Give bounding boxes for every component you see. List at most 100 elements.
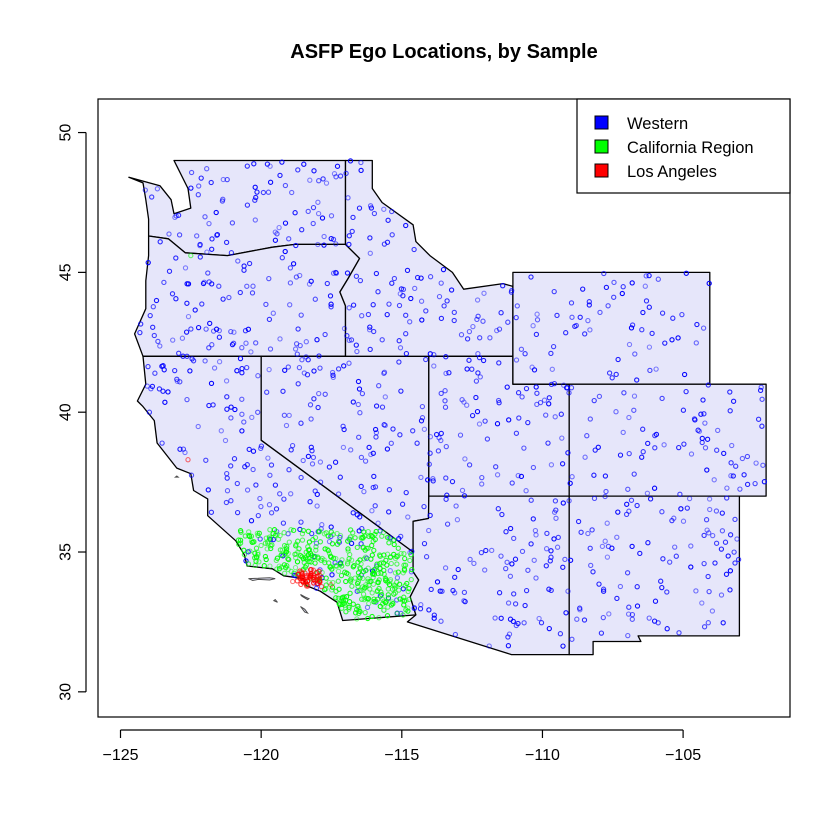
- data-point-california-region: [349, 583, 355, 589]
- data-point-california-region: [371, 547, 377, 554]
- data-point-western: [487, 335, 493, 341]
- data-point-western: [246, 260, 253, 267]
- data-point-western: [322, 331, 328, 338]
- data-point-western: [224, 406, 230, 412]
- data-point-western: [714, 447, 720, 453]
- data-point-western: [712, 560, 718, 566]
- data-point-western: [484, 436, 491, 442]
- data-point-western: [172, 367, 178, 374]
- data-point-california-region: [387, 554, 394, 561]
- data-point-western: [335, 366, 342, 372]
- data-point-western: [480, 357, 487, 364]
- data-point-western: [255, 373, 261, 379]
- data-point-los-angeles: [308, 571, 314, 577]
- data-point-western: [504, 384, 510, 390]
- data-point-california-region: [277, 532, 283, 539]
- data-point-california-region: [286, 539, 292, 545]
- data-point-western: [226, 294, 232, 301]
- data-point-western: [427, 351, 433, 357]
- data-point-western: [367, 346, 373, 353]
- data-point-western: [426, 607, 432, 613]
- data-point-western: [208, 509, 215, 515]
- data-point-western: [281, 412, 288, 418]
- data-point-western: [418, 474, 424, 481]
- data-point-california-region: [346, 604, 352, 610]
- data-point-western: [170, 337, 176, 343]
- data-point-western: [581, 617, 588, 623]
- data-point-western: [473, 378, 480, 384]
- data-point-western: [605, 543, 612, 550]
- data-point-western: [289, 189, 295, 196]
- data-point-california-region: [366, 600, 372, 607]
- data-point-western: [600, 586, 607, 592]
- data-point-western: [277, 172, 283, 179]
- data-point-western: [580, 286, 586, 292]
- data-point-western: [438, 618, 444, 624]
- data-point-western: [350, 302, 357, 308]
- data-point-western: [202, 358, 208, 364]
- data-point-california-region: [352, 575, 358, 581]
- data-point-western: [204, 249, 210, 255]
- legend: Western California Region Los Angeles: [576, 98, 791, 194]
- data-point-western: [355, 401, 361, 408]
- data-point-western: [724, 485, 730, 491]
- data-point-western: [548, 548, 554, 554]
- data-point-western: [721, 450, 727, 457]
- data-point-western: [613, 409, 619, 415]
- data-point-western: [327, 293, 334, 299]
- data-point-western: [341, 426, 347, 433]
- data-point-western: [629, 322, 636, 328]
- data-point-western: [550, 343, 557, 350]
- data-point-western: [213, 209, 219, 216]
- data-point-western: [389, 232, 395, 238]
- data-point-western: [160, 388, 166, 394]
- data-point-western: [277, 336, 283, 342]
- data-point-western: [372, 426, 379, 433]
- data-point-western: [330, 236, 337, 243]
- data-point-california-region: [310, 537, 316, 543]
- data-point-western: [431, 615, 437, 621]
- data-point-western: [423, 356, 429, 363]
- data-point-western: [554, 312, 560, 319]
- data-point-western: [477, 374, 483, 380]
- data-point-western: [443, 370, 449, 377]
- data-point-western: [551, 288, 557, 295]
- data-point-western: [727, 587, 733, 593]
- data-point-california-region: [333, 595, 339, 601]
- data-point-western: [706, 280, 712, 287]
- data-point-western: [473, 394, 479, 401]
- island-3: [300, 606, 309, 614]
- data-point-western: [446, 370, 452, 376]
- data-point-california-region: [255, 551, 261, 558]
- data-point-western: [359, 390, 366, 397]
- data-point-california-region: [404, 580, 410, 587]
- data-point-western: [582, 331, 588, 337]
- data-point-western: [434, 579, 441, 585]
- data-point-western: [664, 589, 670, 595]
- data-point-western: [372, 503, 378, 509]
- legend-label-california-region: California Region: [627, 139, 754, 157]
- data-point-western: [444, 298, 450, 304]
- data-point-western: [606, 370, 613, 376]
- data-point-california-region: [394, 579, 400, 585]
- data-point-western: [173, 296, 179, 302]
- data-point-california-region: [329, 541, 336, 547]
- data-point-western: [686, 495, 693, 502]
- data-point-western: [295, 167, 301, 173]
- legend-box: [576, 98, 791, 194]
- data-point-los-angeles: [298, 581, 304, 588]
- data-point-western: [514, 303, 520, 309]
- data-point-western: [349, 228, 355, 235]
- data-point-california-region: [266, 534, 273, 540]
- data-point-california-region: [408, 552, 414, 558]
- data-point-california-region: [399, 597, 406, 603]
- data-point-western: [427, 512, 433, 519]
- data-point-western: [652, 598, 659, 604]
- data-point-western: [388, 440, 394, 446]
- data-point-western: [159, 440, 165, 446]
- data-point-western: [329, 572, 335, 578]
- data-point-western: [197, 242, 203, 249]
- data-point-western: [466, 462, 473, 468]
- data-point-western: [509, 561, 515, 567]
- data-point-california-region: [238, 529, 244, 535]
